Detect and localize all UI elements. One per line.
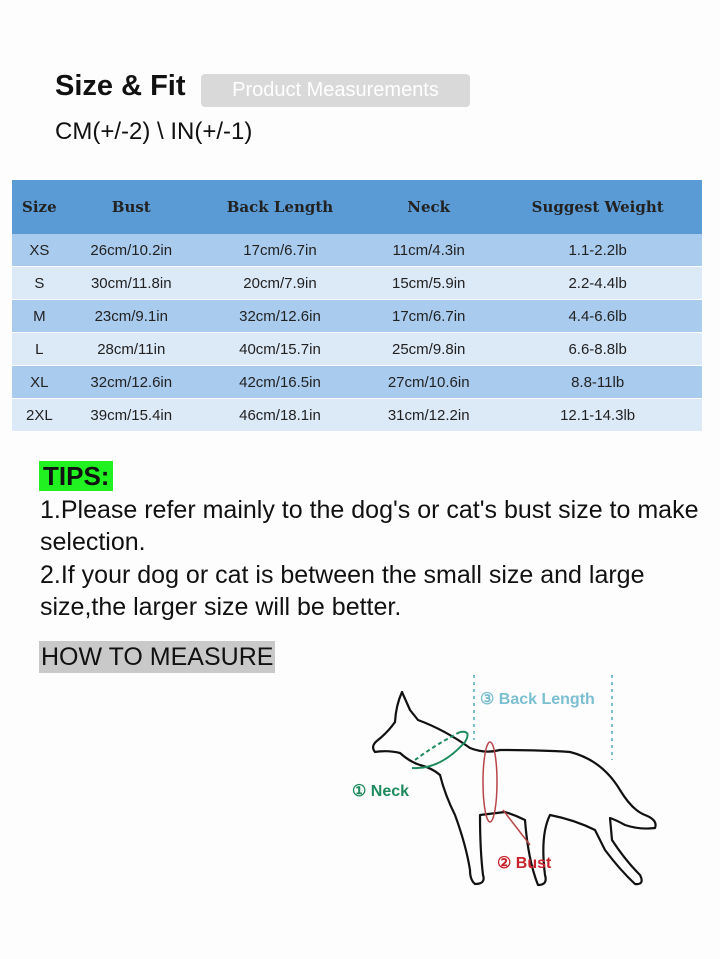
neck-label: ① Neck <box>352 783 409 800</box>
table-cell: 2XL <box>12 398 67 432</box>
how-to-measure-heading: HOW TO MEASURE <box>39 641 276 673</box>
table-cell: L <box>12 332 67 366</box>
bust-measure-ellipse <box>482 741 498 823</box>
table-cell: 23cm/9.1in <box>66 299 196 333</box>
table-cell: 26cm/10.2in <box>66 234 196 267</box>
table-cell: 17cm/6.7in <box>195 234 365 267</box>
column-header: Neck <box>364 180 494 234</box>
table-row: L 28cm/11in 40cm/15.7in 25cm/9.8in 6.6-8.8lb <box>12 332 702 366</box>
table-cell: 1.1-2.2lb <box>493 234 702 267</box>
table-cell: 15cm/5.9in <box>364 266 494 300</box>
column-header: Size <box>12 180 67 234</box>
table-cell: 4.4-6.6lb <box>493 299 702 333</box>
column-header: Suggest Weight <box>493 180 702 234</box>
neck-measure-line <box>411 730 469 770</box>
table-cell: 12.1-14.3lb <box>493 398 702 432</box>
table-row: S 30cm/11.8in 20cm/7.9in 15cm/5.9in 2.2-4.4l… <box>12 266 702 300</box>
neck-measure-dashed <box>414 731 461 761</box>
table-cell: 11cm/4.3in <box>364 234 494 267</box>
table-cell: 30cm/11.8in <box>66 266 196 300</box>
dog-measurement-diagram: ③ Back Length ① Neck ② Bust <box>352 675 657 887</box>
column-header: Back Length <box>195 180 365 234</box>
bust-pointer-line <box>502 809 531 846</box>
table-cell: 42cm/16.5in <box>195 365 365 399</box>
table-cell: M <box>12 299 67 333</box>
table-cell: 27cm/10.6in <box>364 365 494 399</box>
table-cell: 8.8-11lb <box>493 365 702 399</box>
column-header: Bust <box>66 180 196 234</box>
table-row: XS 26cm/10.2in 17cm/6.7in 11cm/4.3in 1.1-2.2… <box>12 234 702 267</box>
tips-heading: TIPS: <box>39 461 114 491</box>
table-cell: 40cm/15.7in <box>195 332 365 366</box>
table-cell: 20cm/7.9in <box>195 266 365 300</box>
back-length-label: ③ Back Length <box>480 691 595 708</box>
bust-label: ② Bust <box>497 855 552 872</box>
page-title: Size & Fit <box>55 70 186 102</box>
table-cell: 39cm/15.4in <box>66 398 196 432</box>
table-cell: 32cm/12.6in <box>195 299 365 333</box>
table-row: XL 32cm/12.6in 42cm/16.5in 27cm/10.6in 8.8-1… <box>12 365 702 399</box>
table-cell: XL <box>12 365 67 399</box>
table-cell: XS <box>12 234 67 267</box>
table-cell: 25cm/9.8in <box>364 332 494 366</box>
table-cell: 2.2-4.4lb <box>493 266 702 300</box>
table-header-row: Size Bust Back Length Neck Suggest Weigh… <box>12 180 702 234</box>
product-measurements-badge: Product Measurements <box>201 74 470 107</box>
table-cell: 17cm/6.7in <box>364 299 494 333</box>
table-cell: 46cm/18.1in <box>195 398 365 432</box>
table-cell: 28cm/11in <box>66 332 196 366</box>
table-cell: S <box>12 266 67 300</box>
dog-outline-icon <box>371 690 657 887</box>
size-table: Size Bust Back Length Neck Suggest Weigh… <box>12 180 702 432</box>
units-note: CM(+/-2) \ IN(+/-1) <box>55 118 253 145</box>
tip-item: 2.If your dog or cat is between the smal… <box>40 561 645 621</box>
table-cell: 31cm/12.2in <box>364 398 494 432</box>
tip-item: 1.Please refer mainly to the dog's or ca… <box>40 496 699 556</box>
table-row: M 23cm/9.1in 32cm/12.6in 17cm/6.7in 4.4-6.6l… <box>12 299 702 333</box>
table-cell: 32cm/12.6in <box>66 365 196 399</box>
table-row: 2XL 39cm/15.4in 46cm/18.1in 31cm/12.2in 12.1… <box>12 398 702 432</box>
table-cell: 6.6-8.8lb <box>493 332 702 366</box>
